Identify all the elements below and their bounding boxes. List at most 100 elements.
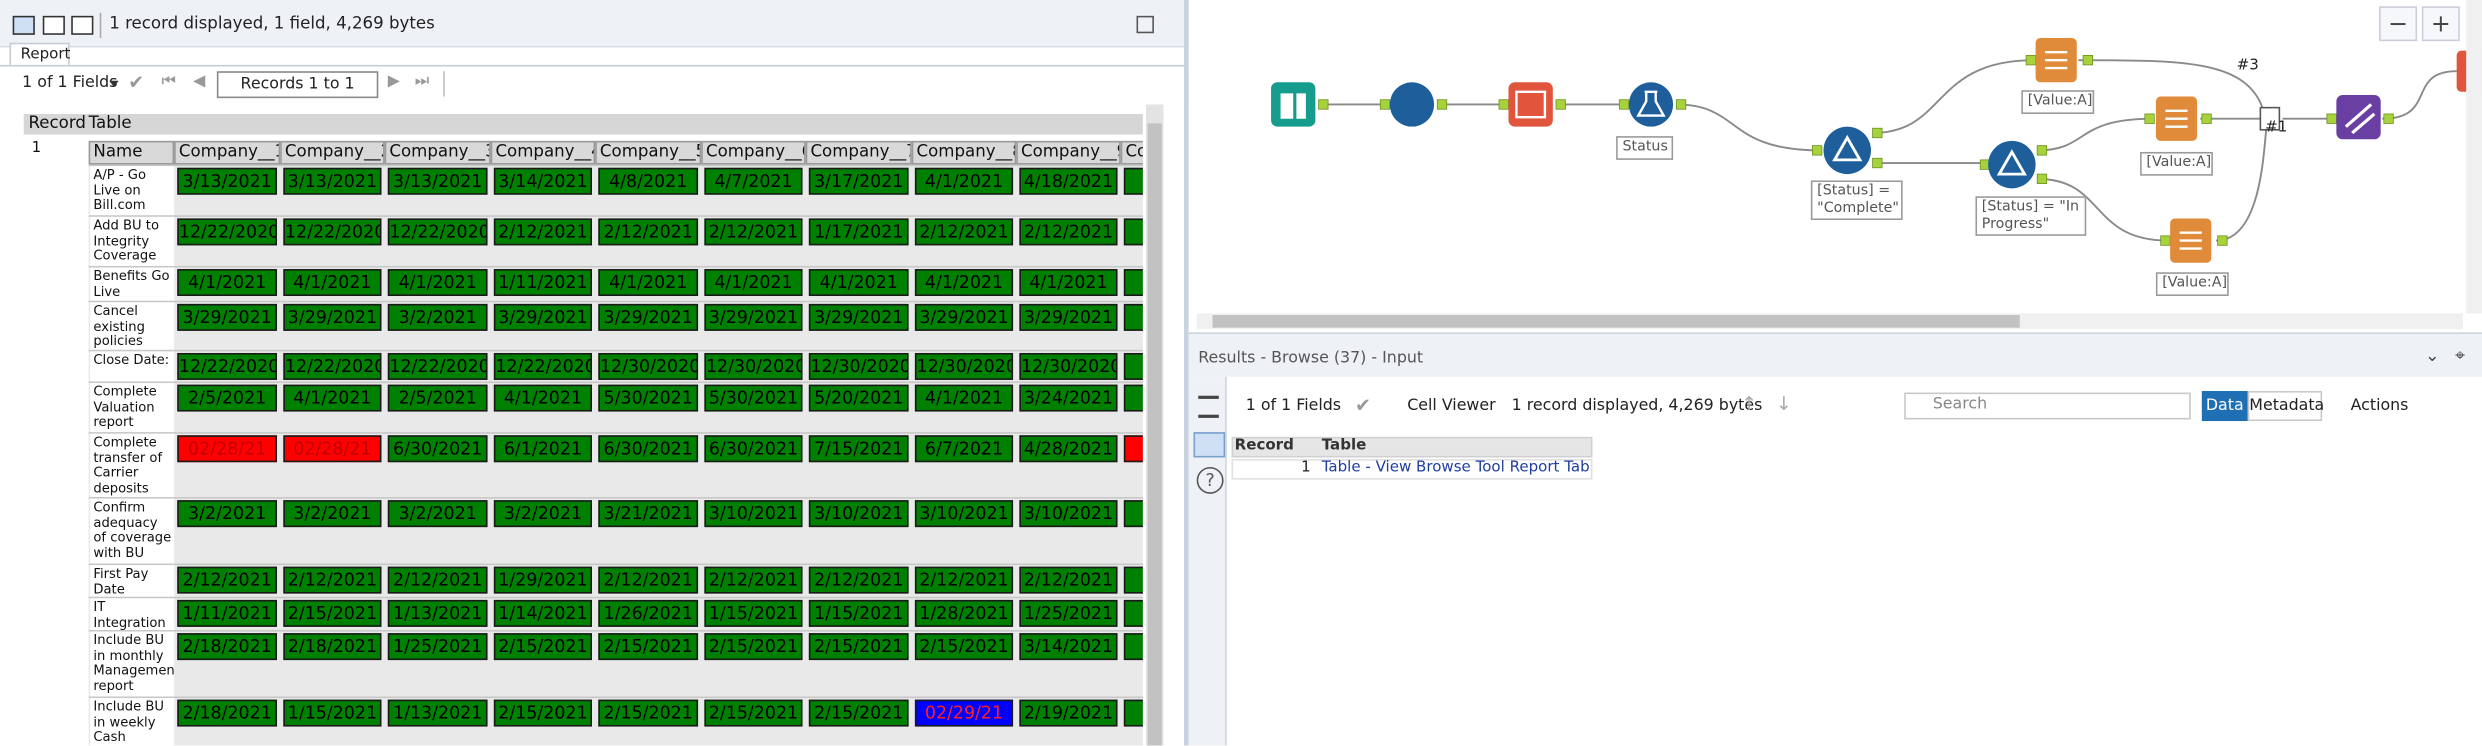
tool-icon: [2179, 231, 2202, 250]
row-name: Complete Valuation report: [90, 383, 175, 433]
row-divider: [88, 215, 1143, 217]
nav-button[interactable]: ◀: [193, 72, 206, 91]
nav-button[interactable]: ⏮: [161, 72, 176, 91]
layout-button[interactable]: [71, 15, 94, 35]
options-button[interactable]: [1136, 15, 1154, 34]
row-name: Complete transfer of Carrier deposits: [90, 433, 175, 498]
apply-check[interactable]: ✔: [128, 71, 145, 94]
sidebar-icon[interactable]: [1193, 432, 1226, 458]
filter-tool: [1988, 140, 2036, 189]
date-cell: 6/30/2021: [704, 435, 803, 463]
tool-annotation: [Value:A]: [2140, 151, 2213, 175]
date-cell: 2/12/2021: [283, 566, 382, 594]
column-header: Company__2: [280, 140, 385, 165]
date-cell: 3/24/2021: [1019, 384, 1118, 412]
date-cell: 3/13/2021: [177, 167, 278, 195]
date-cell: 2/15/2021: [808, 633, 909, 661]
tool-icon: [1996, 149, 2027, 176]
dropdown-arrow[interactable]: [109, 80, 119, 88]
row-name: Include BU in weekly Cash: [90, 698, 175, 746]
date-cell: 2/12/2021: [704, 218, 803, 246]
edge-cell: [1123, 500, 1143, 528]
connector-anchor: [1872, 157, 1883, 169]
results-status: 1 record displayed, 4,269 bytes: [1511, 397, 1763, 415]
date-cell: 2/15/2021: [493, 699, 593, 727]
date-cell: 12/30/2020: [1019, 352, 1118, 380]
actions-dropdown[interactable]: Actions: [2350, 397, 2409, 415]
date-cell: 2/12/2021: [704, 566, 803, 594]
date-cell: 2/15/2021: [283, 599, 382, 627]
date-cell: 2/12/2021: [1019, 218, 1118, 246]
row-divider: [88, 265, 1143, 268]
tool-icon: [1832, 134, 1863, 162]
connector-anchor: [1675, 99, 1687, 110]
data-button[interactable]: Data: [2201, 390, 2248, 422]
zoom-button[interactable]: +: [2421, 6, 2460, 42]
date-cell: 2/12/2021: [914, 566, 1014, 594]
date-cell: 12/22/2020: [387, 352, 488, 380]
pin-button[interactable]: ⌖: [2455, 345, 2465, 366]
tool-icon: [2165, 109, 2188, 128]
fields-dropdown[interactable]: 1 of 1 Fields: [22, 74, 118, 92]
layout-button[interactable]: [42, 15, 65, 35]
scroll-thumb[interactable]: [1147, 123, 1162, 746]
canvas-hscroll-thumb[interactable]: [1212, 314, 2020, 328]
date-cell: 02/29/21: [914, 699, 1014, 727]
date-cell: 12/22/2020: [283, 352, 382, 380]
date-cell: 3/2/2021: [387, 303, 488, 331]
date-cell: 5/20/2021: [808, 384, 909, 412]
edge-cell: [1123, 599, 1143, 627]
edge-cell: [1123, 352, 1143, 380]
connection: [2037, 177, 2169, 242]
record-number: 1: [31, 139, 42, 157]
cell-link[interactable]: Table - View Browse Tool Report Tab: [1321, 459, 1590, 477]
grid-column-header: Table: [1321, 436, 1367, 455]
union-tool: [2259, 106, 2281, 131]
search-box[interactable]: [1904, 392, 2191, 420]
date-cell: 1/15/2021: [704, 599, 803, 627]
row-name: A/P - Go Live on Bill.com: [90, 166, 175, 216]
column-header: Name: [88, 140, 175, 165]
date-cell: 12/30/2020: [598, 352, 699, 380]
column-header: Company__6: [701, 140, 806, 165]
apply-check[interactable]: ✔: [1354, 394, 1371, 417]
connector-anchor: [1436, 99, 1448, 110]
table-header: Table: [88, 113, 132, 133]
row-name: First Pay Date: [90, 565, 175, 597]
filter-tool: [1823, 126, 1871, 175]
date-cell: 12/22/2020: [177, 218, 278, 246]
date-cell: 3/17/2021: [808, 167, 909, 195]
collapse-button[interactable]: ⌄: [2425, 345, 2440, 366]
viewer-dropdown[interactable]: Cell Viewer: [1407, 397, 1496, 415]
tool-annotation: [Status] = "In Progress": [1975, 196, 2087, 236]
date-cell: 1/13/2021: [387, 599, 488, 627]
fields-dropdown[interactable]: 1 of 1 Fields: [1245, 397, 1342, 415]
metadata-button[interactable]: Metadata: [2247, 390, 2324, 422]
prev-button[interactable]: ↑: [1741, 392, 1758, 415]
connector-anchor: [1555, 99, 1566, 110]
date-cell: 2/18/2021: [177, 633, 278, 661]
date-cell: 6/7/2021: [914, 435, 1014, 463]
report-tab[interactable]: Report: [9, 42, 70, 65]
results-toolbar: [1228, 379, 2482, 431]
row-name: Add BU to Integrity Coverage: [90, 216, 175, 266]
records-box[interactable]: Records 1 to 1: [216, 71, 379, 99]
next-button[interactable]: ↓: [1776, 392, 1792, 415]
date-cell: 3/29/2021: [1019, 303, 1118, 331]
nav-button[interactable]: ⏭: [414, 72, 429, 91]
zoom-button[interactable]: −: [2379, 6, 2418, 42]
nav-button[interactable]: ▶: [387, 72, 401, 91]
edge-cell: [1123, 633, 1143, 661]
date-cell: 2/15/2021: [808, 699, 909, 727]
help-icon[interactable]: ?: [1196, 466, 1224, 494]
date-cell: 4/28/2021: [1019, 435, 1118, 463]
tool-annotation: [Value:A]: [2155, 272, 2229, 296]
sidebar-icon[interactable]: [1198, 395, 1219, 418]
connector-anchor: [2217, 235, 2228, 246]
connector-anchor: [1498, 99, 1509, 110]
date-cell: 1/13/2021: [387, 699, 488, 727]
edge-cell: [1123, 167, 1143, 195]
layout-button[interactable]: [12, 15, 35, 35]
date-cell: 2/12/2021: [1019, 566, 1118, 594]
row-number: 1: [1301, 459, 1311, 477]
